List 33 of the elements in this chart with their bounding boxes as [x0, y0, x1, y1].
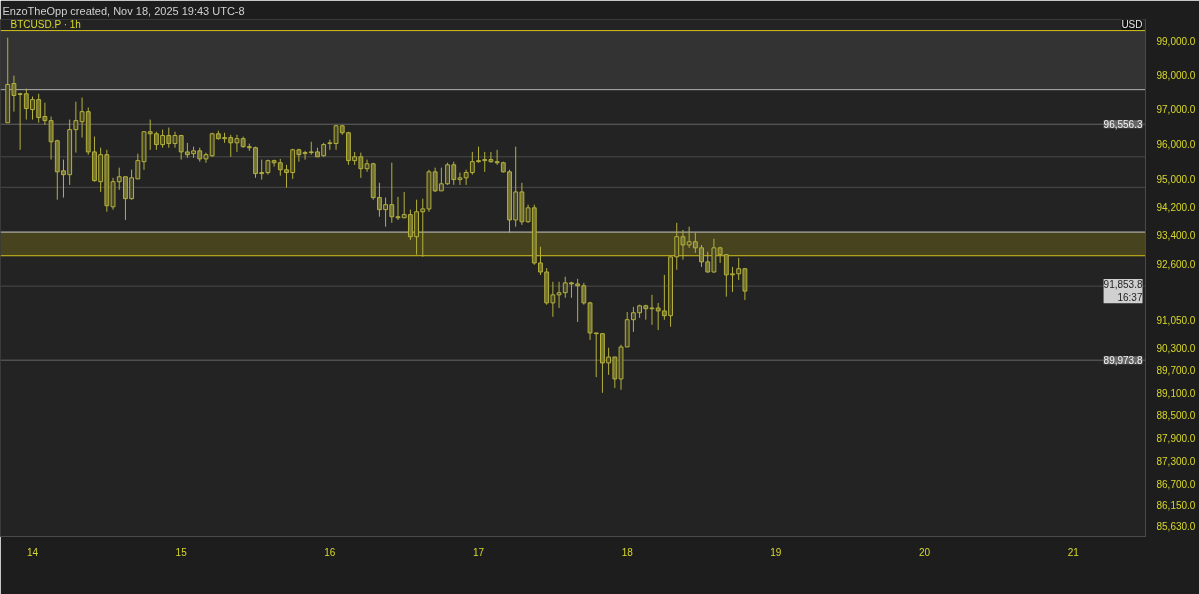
y-tick-label: 93,400.0	[1156, 230, 1196, 242]
y-tick-label: 99,000.0	[1156, 35, 1196, 47]
chart-subtitle: EnzoTheOpp created, Nov 18, 2025 19:43 UTC-8	[2, 5, 245, 17]
x-tick-label: 14	[26, 546, 39, 558]
annotation: 91,853.8 16:37	[1103, 278, 1143, 304]
x-tick-label: 17	[472, 546, 485, 558]
y-tick-label: 86,150.0	[1156, 500, 1196, 512]
y-tick-label: 86,700.0	[1156, 479, 1196, 491]
y-tick-label: 94,200.0	[1156, 201, 1196, 213]
y-tick-label: 92,600.0	[1156, 259, 1196, 271]
y-tick-label: 90,300.0	[1156, 343, 1196, 355]
y-tick-label: 88,500.0	[1156, 410, 1196, 422]
y-tick-label: 96,000.0	[1156, 138, 1196, 150]
y-tick-label: 87,900.0	[1156, 433, 1196, 445]
chart-title: BTCUSD.P · 1h	[10, 19, 81, 30]
x-tick-label: 20	[918, 546, 931, 558]
x-tick-label: 19	[770, 546, 782, 558]
y-tick-label: 89,100.0	[1156, 387, 1196, 399]
x-tick-label: 18	[621, 546, 634, 558]
x-tick-label: 15	[175, 546, 188, 558]
x-tick-label: 16	[324, 546, 336, 558]
y-tick-label: 95,000.0	[1156, 173, 1196, 185]
y-axis-title: USD	[1121, 19, 1143, 30]
y-tick-label: 87,300.0	[1156, 456, 1196, 468]
y-tick-label: 89,700.0	[1156, 365, 1196, 377]
ref-line-label: 96,556.3	[1103, 119, 1143, 131]
candlestick	[575, 278, 581, 323]
y-tick-label: 97,000.0	[1156, 103, 1196, 115]
ref-line-label: 89,973.8	[1103, 355, 1143, 367]
y-tick-label: 98,000.0	[1156, 69, 1196, 81]
y-tick-label: 85,630.0	[1156, 520, 1196, 532]
y-tick-label: 91,050.0	[1156, 315, 1196, 327]
x-tick-label: 21	[1067, 546, 1080, 558]
